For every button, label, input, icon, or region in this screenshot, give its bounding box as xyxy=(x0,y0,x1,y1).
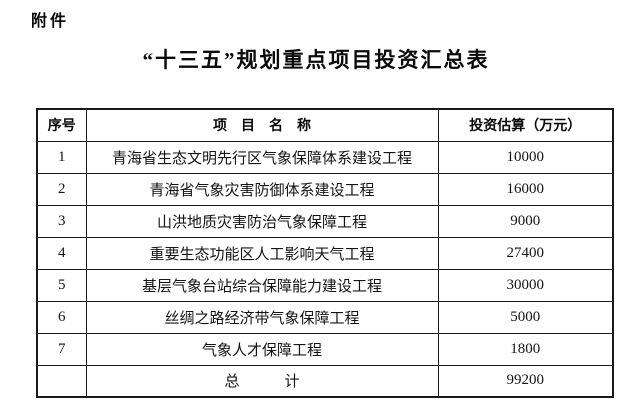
table-row: 6 丝绸之路经济带气象保障工程 5000 xyxy=(36,300,614,334)
cell-investment: 1800 xyxy=(437,332,614,366)
cell-project-name: 基层气象台站综合保障能力建设工程 xyxy=(85,268,439,302)
table-row: 2 青海省气象灾害防御体系建设工程 16000 xyxy=(36,172,614,206)
column-header-project-name: 项 目 名 称 xyxy=(85,108,439,142)
cell-total-label: 总 计 xyxy=(85,364,439,398)
table-row: 3 山洪地质灾害防治气象保障工程 9000 xyxy=(36,204,614,238)
cell-project-name: 青海省气象灾害防御体系建设工程 xyxy=(85,172,439,206)
cell-investment: 5000 xyxy=(437,300,614,334)
cell-project-name: 重要生态功能区人工影响天气工程 xyxy=(85,236,439,270)
table-row: 7 气象人才保障工程 1800 xyxy=(36,332,614,366)
cell-serial: 1 xyxy=(36,140,87,174)
cell-serial: 4 xyxy=(36,236,87,270)
cell-investment: 9000 xyxy=(437,204,614,238)
cell-project-name: 山洪地质灾害防治气象保障工程 xyxy=(85,204,439,238)
cell-investment: 30000 xyxy=(437,268,614,302)
cell-serial: 3 xyxy=(36,204,87,238)
cell-serial: 5 xyxy=(36,268,87,302)
cell-total-value: 99200 xyxy=(437,364,614,398)
table-row: 1 青海省生态文明先行区气象保障体系建设工程 10000 xyxy=(36,140,614,174)
cell-investment: 16000 xyxy=(437,172,614,206)
attachment-label: 附件 xyxy=(31,13,70,30)
table-total-row: 总 计 99200 xyxy=(36,364,614,398)
column-header-serial: 序号 xyxy=(36,108,87,142)
cell-serial: 7 xyxy=(36,332,87,366)
cell-serial: 6 xyxy=(36,300,87,334)
cell-investment: 27400 xyxy=(437,236,614,270)
table-row: 4 重要生态功能区人工影响天气工程 27400 xyxy=(36,236,614,270)
table-row: 5 基层气象台站综合保障能力建设工程 30000 xyxy=(36,268,614,302)
cell-serial-empty xyxy=(36,364,87,398)
column-header-investment: 投资估算（万元） xyxy=(437,108,614,142)
table-header-row: 序号 项 目 名 称 投资估算（万元） xyxy=(36,108,614,142)
cell-project-name: 丝绸之路经济带气象保障工程 xyxy=(85,300,439,334)
cell-project-name: 青海省生态文明先行区气象保障体系建设工程 xyxy=(85,140,439,174)
page-title: “十三五”规划重点项目投资汇总表 xyxy=(142,48,490,72)
cell-serial: 2 xyxy=(36,172,87,206)
cell-investment: 10000 xyxy=(437,140,614,174)
cell-project-name: 气象人才保障工程 xyxy=(85,332,439,366)
investment-summary-table: 序号 项 目 名 称 投资估算（万元） 1 青海省生态文明先行区气象保障体系建设… xyxy=(36,108,614,398)
